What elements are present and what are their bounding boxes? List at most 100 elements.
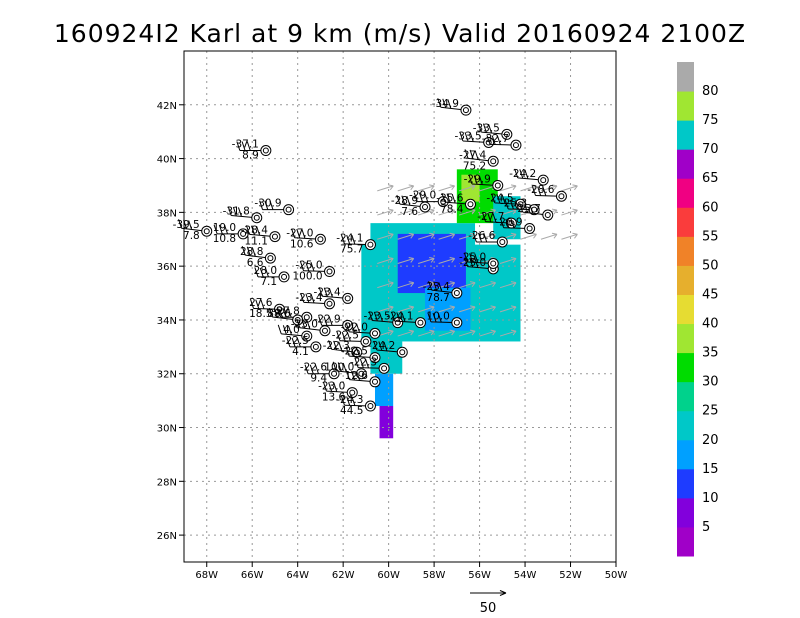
station-marker-outer xyxy=(524,223,536,235)
station-marker-outer xyxy=(392,317,404,329)
wind-vector xyxy=(458,305,476,313)
station-marker-inner xyxy=(367,403,374,410)
wind-barb-feather xyxy=(241,246,246,256)
colorbar-bin xyxy=(677,62,694,92)
wind-barb-feather xyxy=(472,232,477,243)
wind-vector xyxy=(397,305,415,313)
station-marker-inner xyxy=(331,370,338,377)
wind-barb-feather xyxy=(300,293,305,303)
wind-barb-feather xyxy=(391,312,396,322)
station-marker-outer xyxy=(364,239,376,251)
observation-label: -23.0 xyxy=(291,319,318,331)
wind-vector xyxy=(438,232,456,240)
y-tick-label: 34N xyxy=(157,316,177,327)
station-marker-inner xyxy=(499,238,506,245)
wind-barb-feather xyxy=(328,382,333,392)
wind-barb-feather xyxy=(383,341,388,352)
wind-barb-feather xyxy=(468,174,473,185)
wind-barb-feather xyxy=(464,132,469,142)
wind-barb-feather xyxy=(354,358,359,368)
wind-vector xyxy=(397,256,415,264)
observation-label: 10.8 xyxy=(213,233,236,245)
wind-barb-feather xyxy=(351,370,356,381)
wind-barb-feather xyxy=(256,226,261,236)
plot-area: 68W 66W 64W 62W 60W 58W 56W 54W 52W 50W 26N 28N 30N 3… xyxy=(157,50,627,581)
station-marker-inner xyxy=(394,319,401,326)
station-marker-outer xyxy=(555,190,567,202)
colorbar-bin xyxy=(677,468,694,499)
wind-barb-feather xyxy=(345,322,350,333)
wind-barb-feather xyxy=(310,261,315,272)
station-marker-inner xyxy=(540,177,547,184)
wind-barb-feather xyxy=(236,141,241,151)
observation-label: -24.3 xyxy=(336,394,363,406)
wind-vector xyxy=(458,281,476,289)
wind-barb-feather xyxy=(332,361,337,371)
station-marker-outer xyxy=(396,346,408,358)
wind-barb-feather xyxy=(469,132,474,142)
wind-barb-feather xyxy=(318,287,323,297)
observation: -23.0 xyxy=(291,318,331,337)
wind-vector xyxy=(438,329,456,337)
wind-barb-feather xyxy=(341,234,345,245)
observation: -22.54.1 xyxy=(282,335,322,358)
wind-barb-feather xyxy=(241,141,246,151)
y-tick-label: 26N xyxy=(157,531,177,542)
wind-barb-feather xyxy=(432,312,437,323)
station-marker-inner xyxy=(503,131,510,138)
observation: -23.4 xyxy=(314,286,354,304)
wind-barb-feather xyxy=(213,224,218,235)
wind-barb-feather xyxy=(433,281,438,291)
wind-barb-feather xyxy=(305,293,310,303)
station-marker-outer xyxy=(342,319,354,331)
wind-barb-feather xyxy=(227,206,232,216)
wind-barb-feather xyxy=(463,252,468,263)
colorbar-label: 45 xyxy=(702,287,719,302)
wind-barb-feather xyxy=(437,313,442,323)
wind-barb-feather xyxy=(282,325,287,335)
station-marker-outer xyxy=(310,341,322,353)
wind-barb-feather xyxy=(269,307,273,318)
station-marker-outer xyxy=(464,198,476,210)
wind-barb-feather xyxy=(279,309,284,319)
wind-vector xyxy=(377,256,394,264)
observation: -34.9 xyxy=(432,98,472,116)
wind-barb-feather xyxy=(296,318,301,328)
station-marker-inner xyxy=(371,330,378,337)
x-tick-label: 56W xyxy=(468,570,491,581)
wind-barb-feather xyxy=(504,199,509,210)
colorbar-label: 55 xyxy=(702,229,719,244)
wind-barb-feather xyxy=(333,340,338,351)
observation: -24.2 xyxy=(368,340,408,358)
wind-barb-feather xyxy=(509,199,514,210)
colorbar-bin xyxy=(677,497,694,528)
station-marker-outer xyxy=(414,317,426,329)
wind-barb-feather xyxy=(346,234,351,245)
observation-label: -24.2 xyxy=(368,340,395,352)
wind-barb-feather xyxy=(424,192,429,202)
wind-barb-feather xyxy=(269,200,274,210)
reference-vector: 50 xyxy=(470,590,507,616)
wind-barb-feather xyxy=(341,331,346,342)
wind-barb-feather xyxy=(345,346,350,357)
station-marker-inner xyxy=(422,203,429,210)
x-tick-label: 62W xyxy=(332,570,355,581)
wind-barb-feather xyxy=(296,228,301,239)
colorbar-bin xyxy=(677,207,694,237)
station-marker-outer xyxy=(483,136,495,148)
observation-label: -25.7 xyxy=(514,203,541,215)
observation: 28.86.6 xyxy=(240,246,276,269)
y-tick-label: 28N xyxy=(157,477,177,488)
wind-barb-feather xyxy=(447,99,452,109)
observation: -29.0 xyxy=(409,190,449,208)
station-marker-inner xyxy=(267,255,274,262)
station-marker-inner xyxy=(467,201,474,208)
wind-barb-feather xyxy=(378,341,383,351)
observation-label: 18.5 xyxy=(249,308,272,320)
observation-label: -26.9 xyxy=(495,217,522,229)
station-marker-outer xyxy=(496,236,508,248)
observation-label: -24.1 xyxy=(336,233,363,245)
station-marker-outer xyxy=(378,362,390,374)
station-marker-outer xyxy=(324,298,336,310)
